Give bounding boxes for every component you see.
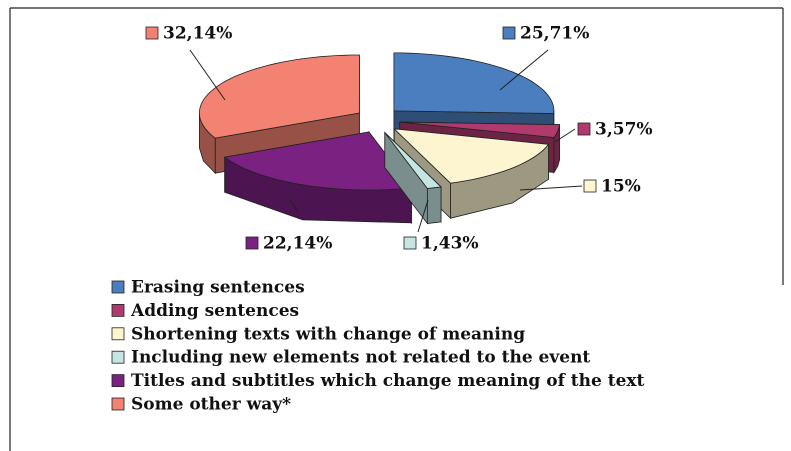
data-label: 15%	[601, 177, 641, 197]
leader-line	[519, 185, 583, 191]
legend-label: Erasing sentences	[131, 278, 305, 298]
slice	[399, 121, 561, 138]
leader-line	[289, 199, 299, 213]
legend-swatch	[111, 327, 125, 341]
label-swatch	[502, 26, 516, 40]
data-label: 1,43%	[421, 234, 479, 254]
legend-swatch	[111, 374, 125, 388]
slice	[393, 52, 555, 114]
slice	[393, 128, 550, 184]
slice	[198, 54, 360, 139]
legend-label: Including new elements not related to th…	[131, 348, 590, 368]
leader-line	[554, 128, 576, 143]
slice	[223, 131, 413, 191]
legend-label: Titles and subtitles which change meanin…	[131, 371, 645, 391]
data-label: 22,14%	[263, 234, 332, 254]
data-label: 32,14%	[163, 24, 232, 44]
slice-side	[427, 186, 442, 224]
data-label: 25,71%	[520, 24, 589, 44]
legend-swatch	[111, 303, 125, 317]
label-swatch	[403, 236, 417, 250]
legend-swatch	[111, 280, 125, 294]
slice	[384, 132, 442, 189]
label-swatch	[245, 236, 259, 250]
data-label: 3,57%	[595, 120, 653, 140]
leader-line	[189, 49, 226, 101]
label-swatch	[577, 122, 591, 136]
leader-line	[499, 49, 549, 91]
legend-swatch	[111, 350, 125, 364]
legend-label: Some other way*	[131, 395, 291, 415]
label-swatch	[145, 26, 159, 40]
label-swatch	[583, 179, 597, 193]
leader-line	[417, 199, 429, 233]
legend-label: Shortening texts with change of meaning	[131, 324, 525, 344]
legend-swatch	[111, 397, 125, 411]
legend-label: Adding sentences	[130, 301, 299, 321]
